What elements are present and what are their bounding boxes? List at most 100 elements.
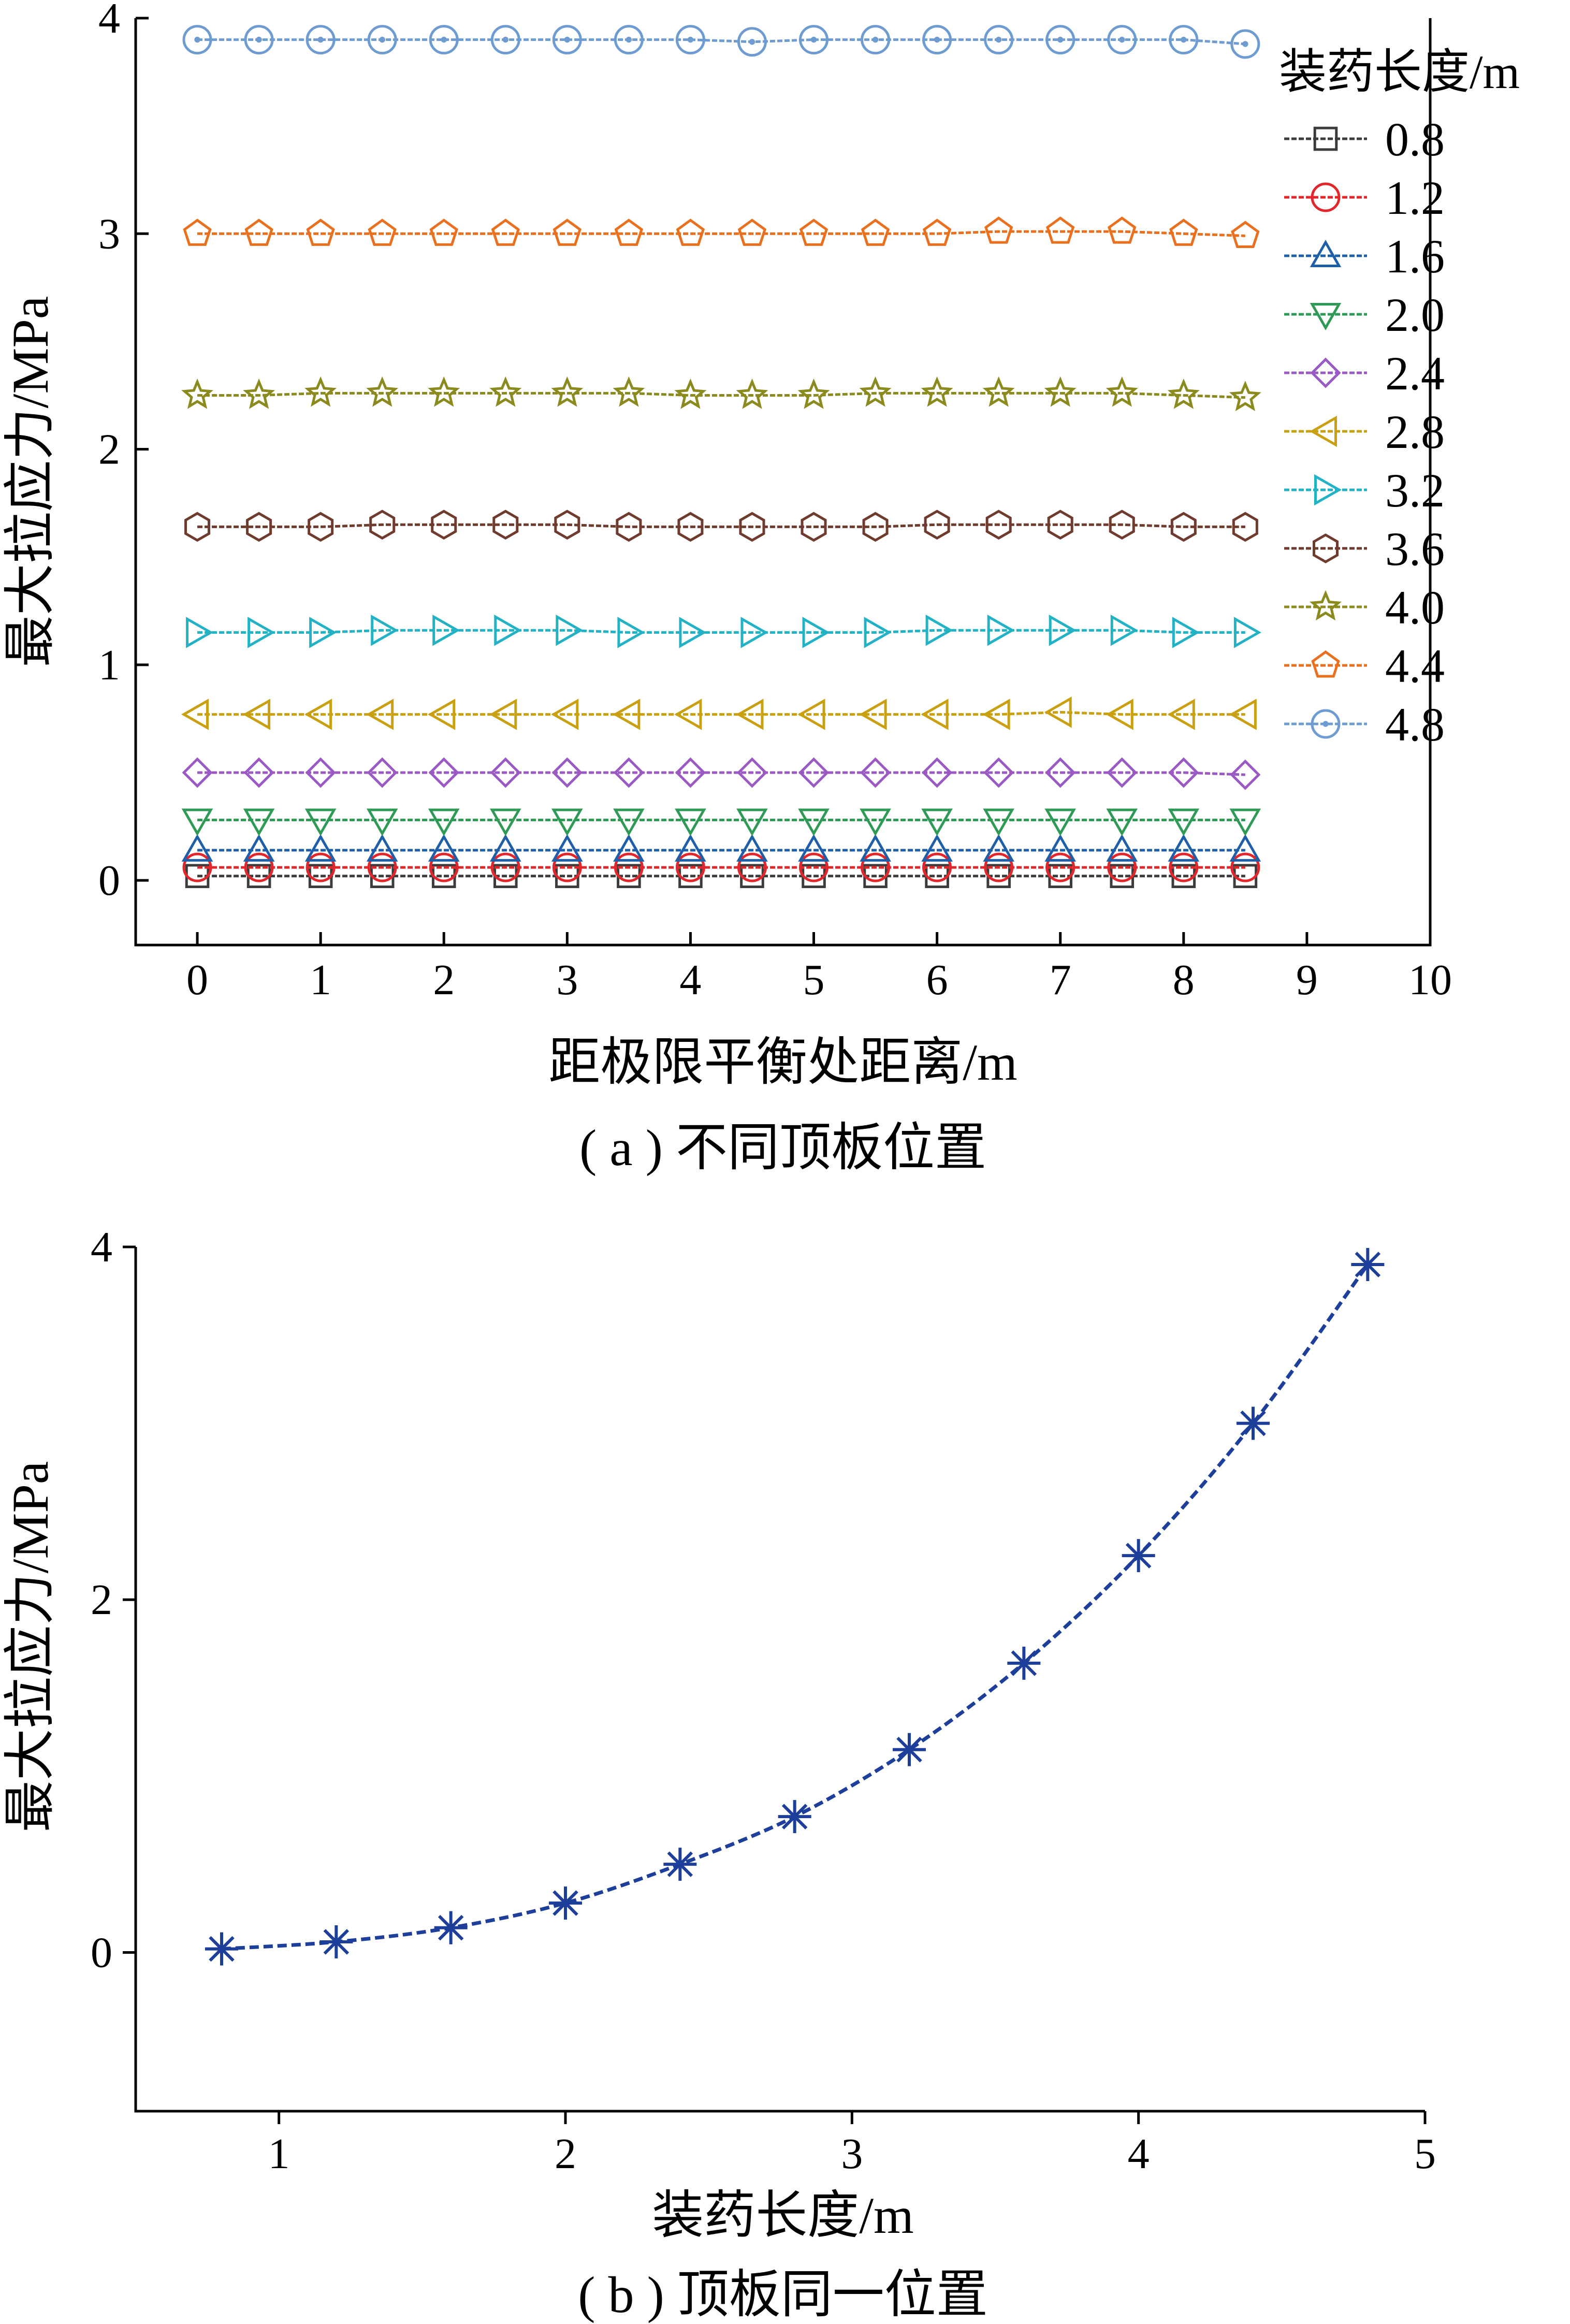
- chart-a-point-dot: [687, 36, 694, 43]
- chart-a-point: [922, 852, 952, 882]
- chart-a-point: [1229, 699, 1257, 730]
- chart-b-xtick-label: 4: [1128, 2130, 1150, 2178]
- chart-a-xtick-label: 4: [679, 956, 701, 1004]
- chart-a-line-3.6: [197, 523, 1245, 528]
- chart-a-legend-label: 2.4: [1385, 347, 1445, 400]
- chart-a-point: [244, 219, 273, 246]
- chart-a-point: [1106, 699, 1133, 730]
- chart-a-point: [1169, 25, 1199, 55]
- chart-b-xtick-label: 1: [268, 2130, 290, 2178]
- chart-a-point-dot: [1119, 36, 1125, 43]
- chart-a-point: [1230, 852, 1260, 882]
- chart-b-point: [434, 1911, 468, 1944]
- chart-b-series: [205, 1248, 1385, 1966]
- chart-b-axes-frame: [134, 1247, 1425, 2113]
- chart-a-legend-marker: [1311, 709, 1341, 739]
- chart-a-point: [921, 808, 953, 836]
- chart-a-point: [1169, 852, 1199, 882]
- chart-a-point: [1232, 512, 1258, 542]
- chart-a-legend-label: 0.8: [1385, 113, 1445, 166]
- chart-a-legend-item: 3.2: [1284, 464, 1445, 517]
- chart-b-point: [663, 1848, 697, 1881]
- chart-a-point: [798, 757, 830, 788]
- chart-a-point-dot: [379, 36, 385, 43]
- chart-a-point: [736, 378, 768, 409]
- chart-a-legend-marker: [1312, 533, 1339, 563]
- chart-a-series-3.2: [186, 614, 1261, 648]
- chart-a-line-4.4: [197, 230, 1245, 237]
- chart-a-legend-label: 2.0: [1385, 288, 1445, 341]
- chart-a-point: [1044, 834, 1077, 862]
- chart-a-series-3.6: [184, 510, 1258, 542]
- chart-a-point: [367, 25, 397, 55]
- chart-a-point: [616, 512, 642, 542]
- chart-a-point: [799, 25, 829, 55]
- chart-a-point: [799, 852, 829, 882]
- chart-a-point: [428, 834, 460, 862]
- chart-b-point: [1351, 1248, 1385, 1282]
- chart-a-point: [859, 699, 887, 730]
- chart-a-point: [1044, 808, 1077, 836]
- chart-a-point: [613, 808, 645, 836]
- chart-a-legend-title: 装药长度/m: [1279, 46, 1520, 98]
- chart-a-point: [304, 376, 337, 407]
- chart-a-point: [243, 808, 275, 836]
- chart-a-xtick-label: 7: [1050, 956, 1071, 1004]
- chart-a-point: [860, 757, 891, 788]
- chart-a-point: [366, 376, 399, 407]
- chart-a-point: [304, 808, 337, 836]
- chart-b-point: [319, 1925, 353, 1959]
- chart-a-point: [984, 25, 1014, 55]
- chart-a-point: [489, 699, 517, 730]
- chart-a-point: [1168, 808, 1200, 836]
- chart-b-xtick-label: 5: [1414, 2130, 1436, 2178]
- chart-a-legend-marker: [1310, 303, 1342, 331]
- chart-a-legend-label: 1.2: [1385, 171, 1445, 224]
- chart-a-point: [1170, 512, 1197, 542]
- chart-a-point: [492, 510, 519, 540]
- chart-a-xtick-label: 8: [1173, 956, 1195, 1004]
- chart-a-point-dot: [256, 36, 262, 43]
- chart-a-point-dot: [1181, 36, 1187, 43]
- chart-a-legend-marker: [1311, 182, 1341, 212]
- chart-a-legend-marker: [1311, 650, 1340, 678]
- chart-a-point: [921, 376, 953, 407]
- chart-a-line-2.8: [197, 710, 1245, 716]
- chart-a-point: [243, 757, 274, 788]
- chart-a-point: [1229, 834, 1261, 862]
- chart-a-point-dot: [872, 36, 879, 43]
- chart-a-ytick-label: 2: [98, 426, 120, 474]
- chart-a-point: [1107, 757, 1138, 788]
- chart-a-point: [983, 834, 1014, 862]
- chart-a-point: [428, 376, 460, 407]
- chart-a-ylabel: 最大拉应力/MPa: [2, 296, 59, 667]
- chart-a-point: [799, 219, 828, 246]
- chart-a-point: [431, 510, 457, 540]
- chart-a-point: [921, 834, 953, 862]
- chart-a-point: [183, 219, 212, 246]
- chart-a-xtick-label: 9: [1296, 956, 1318, 1004]
- chart-b-point: [549, 1886, 582, 1920]
- chart-a-point: [304, 699, 332, 730]
- chart-a-point: [305, 757, 336, 788]
- chart-a-point: [429, 219, 458, 246]
- chart-a-point: [243, 699, 271, 730]
- chart-a-point: [1233, 617, 1261, 648]
- chart-a-point: [246, 512, 272, 542]
- chart-a-ytick-label: 4: [98, 0, 120, 42]
- chart-a-point: [1107, 852, 1137, 882]
- chart-a-xtick-label: 5: [803, 956, 825, 1004]
- chart-b-xlabel: 装药长度/m: [652, 2187, 914, 2244]
- chart-a-point: [182, 757, 213, 788]
- chart-b-ytick-label: 2: [91, 1576, 112, 1624]
- chart-b-ylabel: 最大拉应力/MPa: [2, 1461, 59, 1833]
- chart-a-xtick-label: 2: [433, 956, 455, 1004]
- chart-a-point-dot: [1242, 41, 1248, 47]
- chart-a-point: [614, 852, 644, 882]
- chart-a-point-dot: [749, 39, 755, 45]
- chart-a-series-2.0: [181, 808, 1261, 836]
- chart-b-point: [778, 1800, 811, 1834]
- chart-a-point: [366, 808, 398, 836]
- chart-a-legend-item: 1.2: [1284, 171, 1445, 224]
- chart-a-point: [182, 25, 212, 55]
